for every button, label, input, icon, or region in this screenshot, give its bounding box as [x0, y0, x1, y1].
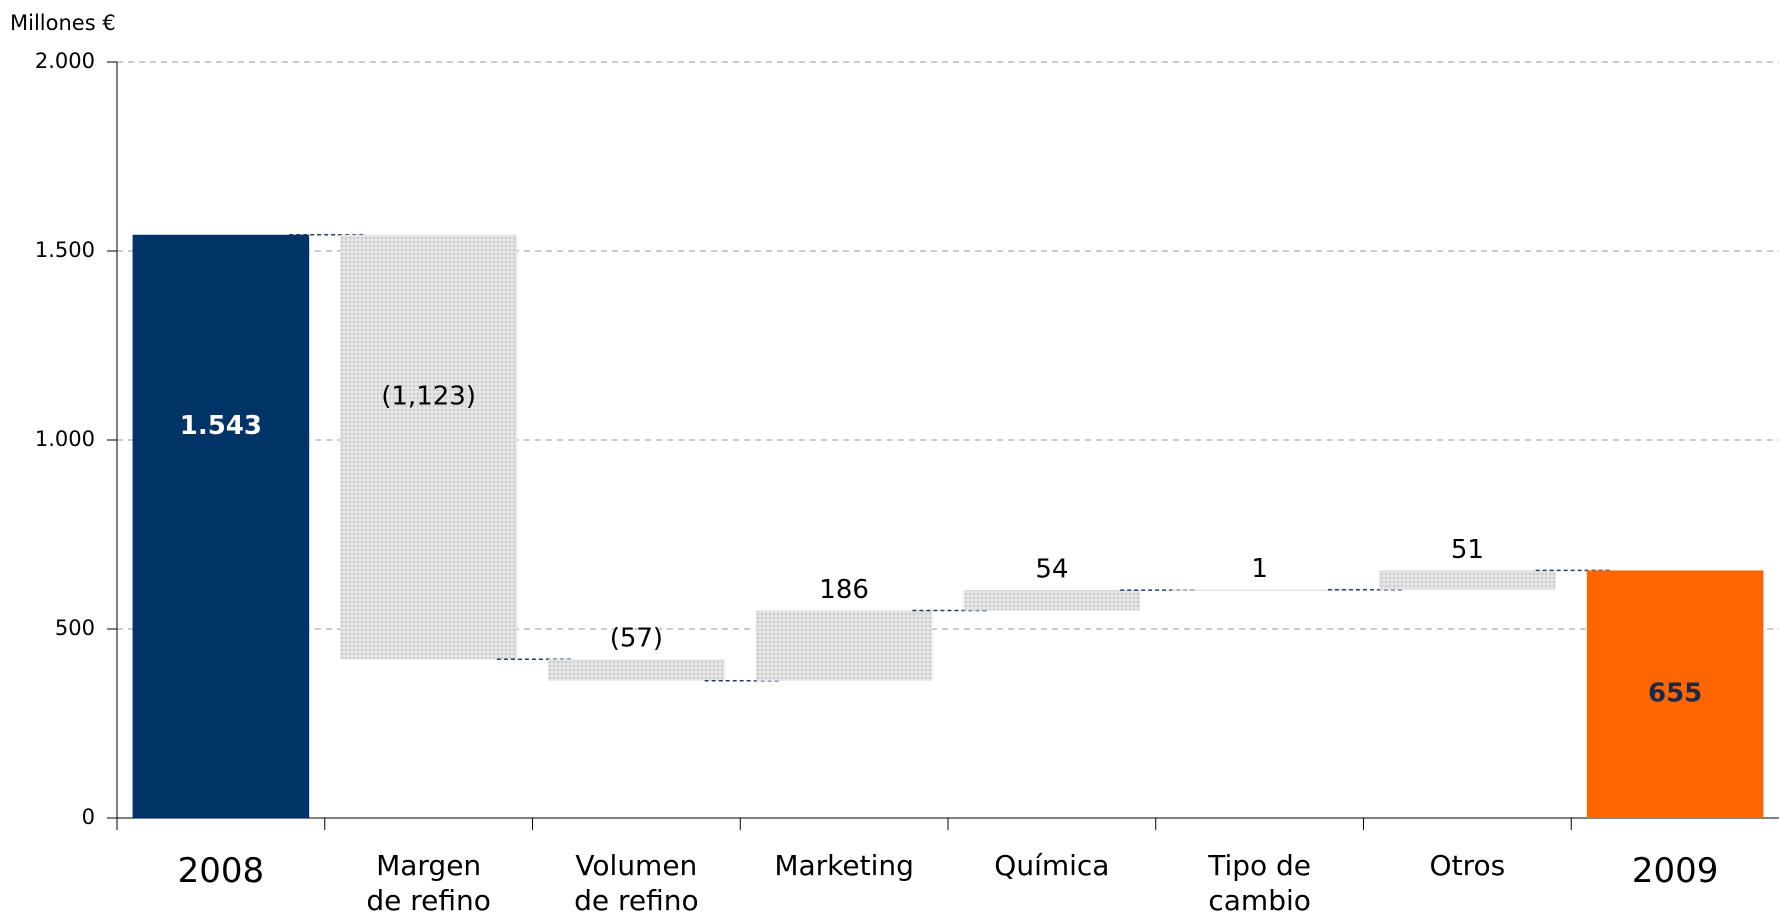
x-tick-label: Volumen de refino	[574, 849, 699, 917]
value-label: 51	[1451, 535, 1484, 565]
value-label: 1.543	[180, 411, 262, 441]
x-tick-label: Margen de refino	[366, 849, 491, 917]
x-tick-label: 2009	[1631, 851, 1719, 891]
y-tick-label: 1.000	[35, 427, 95, 451]
bar	[548, 659, 725, 681]
bar	[755, 610, 933, 681]
bar	[1171, 589, 1348, 591]
y-axis-label: Millones €	[10, 11, 116, 35]
y-tick-label: 2.000	[35, 49, 95, 73]
value-label: (1,123)	[381, 381, 476, 411]
y-tick-label: 500	[55, 616, 95, 640]
bar	[132, 234, 310, 819]
y-tick-label: 1.500	[35, 238, 95, 262]
bar	[963, 590, 1141, 611]
x-tick-label: Otros	[1429, 849, 1506, 882]
y-tick-label: 0	[82, 805, 95, 829]
x-tick-label: Química	[994, 849, 1110, 882]
value-label: 1	[1251, 554, 1268, 584]
value-label: 186	[819, 575, 869, 605]
x-tick-label: Tipo de cambio	[1208, 849, 1312, 917]
x-tick-label: Marketing	[774, 849, 914, 882]
x-tick-label: 2008	[177, 851, 265, 891]
value-label: 655	[1648, 679, 1702, 709]
value-label: 54	[1035, 555, 1068, 585]
bar	[1379, 570, 1556, 590]
value-label: (57)	[610, 624, 663, 654]
bar	[1586, 570, 1764, 818]
bar	[340, 234, 517, 660]
